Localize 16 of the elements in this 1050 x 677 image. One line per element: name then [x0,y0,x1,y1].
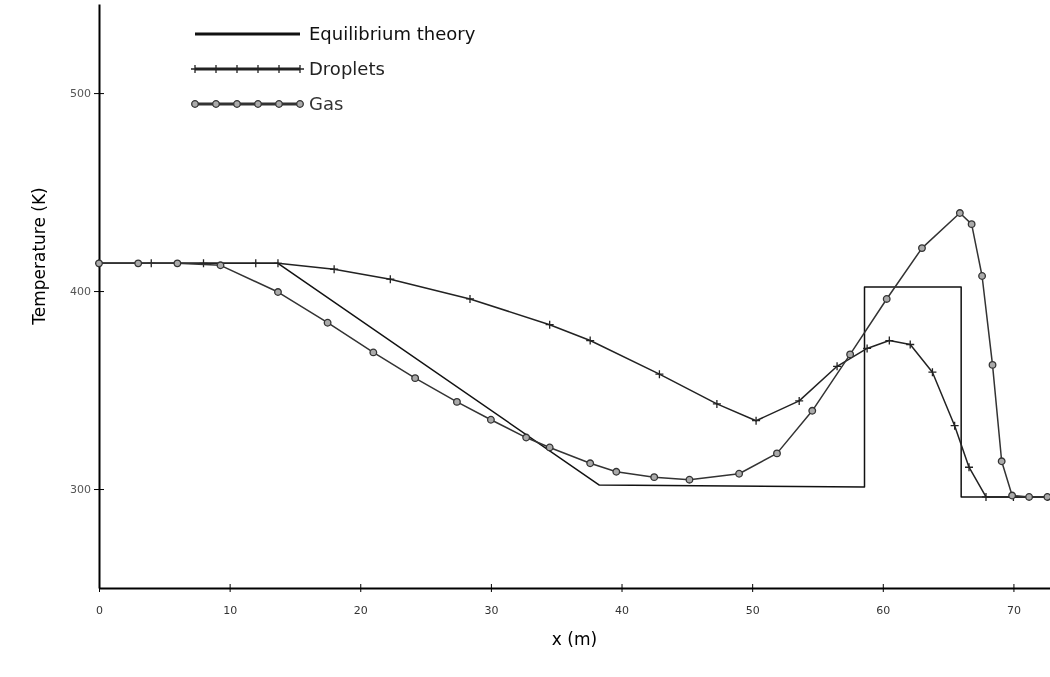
y-tick-label: 500 [70,87,91,101]
legend-label: Droplets [309,58,385,79]
x-tick-label: 0 [96,603,103,617]
x-tick-label: 70 [1006,603,1021,617]
x-axis-title: x (m) [551,629,598,649]
legend-label: Gas [309,93,344,114]
x-tick-label: 60 [876,603,891,617]
x-tick-label: 20 [353,603,368,617]
y-tick-label: 400 [70,285,91,299]
x-tick-label: 10 [223,603,238,617]
x-tick-label: 50 [745,603,760,617]
y-tick-label: 300 [70,483,91,497]
y-axis-title: Temperature (K) [29,187,49,326]
x-tick-label: 40 [615,603,630,617]
text: Equilibrium theory [309,23,476,44]
x-tick-label: 30 [484,603,499,617]
